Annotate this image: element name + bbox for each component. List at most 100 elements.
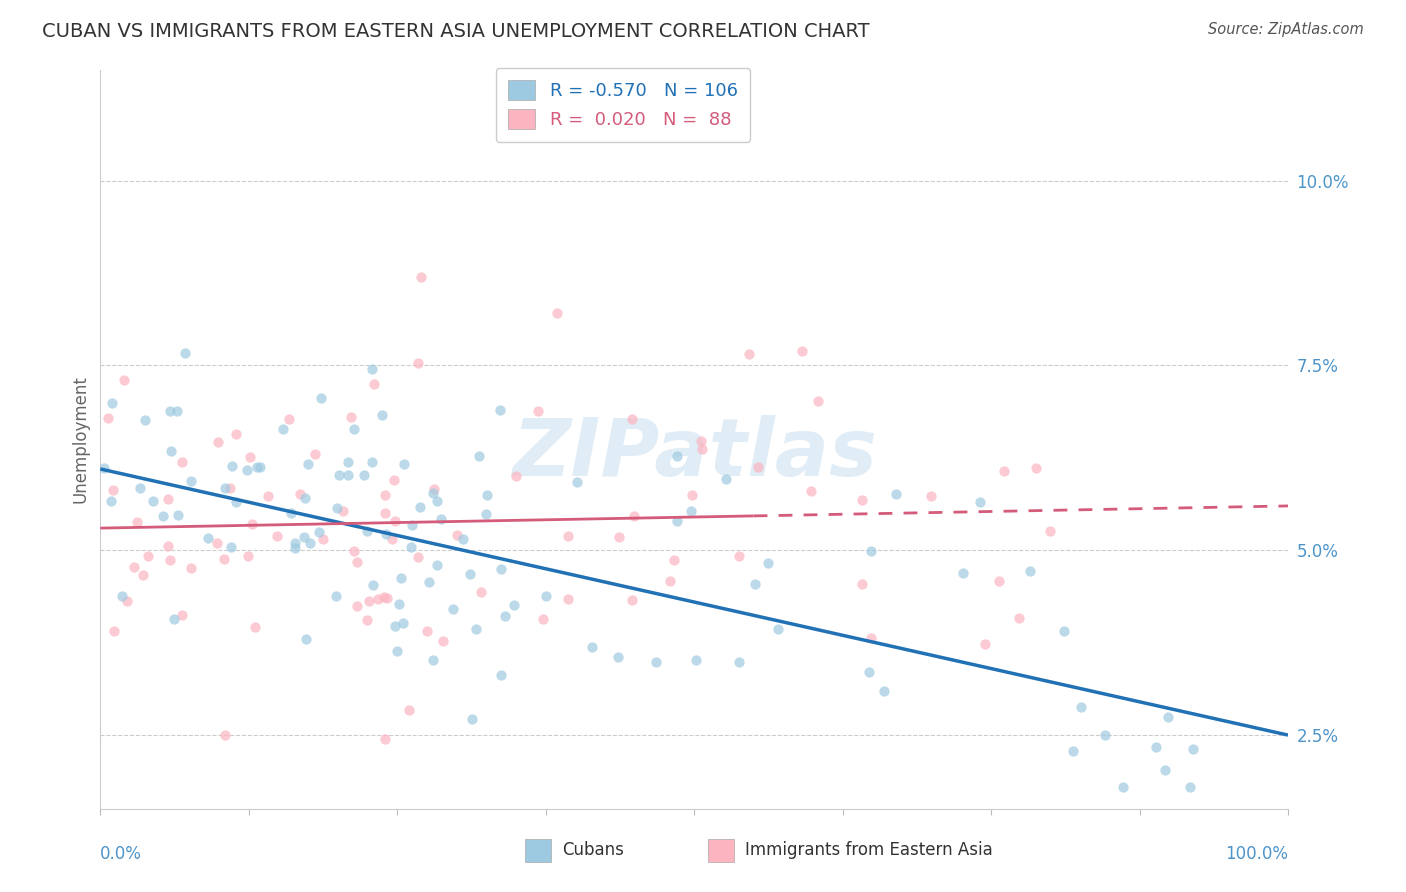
Point: [1039, 524, 1062, 538]
Point: [295, 632, 318, 647]
Point: [468, 449, 491, 463]
Point: [290, 487, 312, 501]
Point: [1025, 461, 1047, 475]
Point: [408, 549, 430, 564]
Point: [860, 544, 883, 558]
Point: [666, 450, 689, 464]
Point: [858, 665, 880, 679]
Point: [623, 509, 645, 524]
Point: [470, 584, 492, 599]
Point: [180, 475, 202, 489]
Point: [163, 612, 186, 626]
Point: [567, 475, 589, 489]
Point: [159, 404, 181, 418]
Point: [142, 493, 165, 508]
Point: [1178, 780, 1201, 794]
Point: [531, 612, 554, 626]
Point: [207, 435, 229, 450]
Point: [304, 447, 326, 461]
Point: [399, 540, 422, 554]
Point: [429, 512, 451, 526]
Point: [392, 458, 415, 472]
Point: [681, 488, 703, 502]
Point: [408, 356, 430, 370]
Point: [340, 409, 363, 424]
Point: [132, 568, 155, 582]
Point: [156, 492, 179, 507]
Point: [214, 481, 236, 495]
Point: [422, 652, 444, 666]
Point: [800, 483, 823, 498]
Point: [361, 578, 384, 592]
Point: [426, 494, 449, 508]
Point: [1053, 624, 1076, 638]
Point: [392, 615, 415, 630]
Point: [205, 535, 228, 549]
Point: [714, 472, 737, 486]
Point: [1181, 741, 1204, 756]
Point: [546, 306, 568, 320]
Point: [312, 533, 335, 547]
Point: [679, 504, 702, 518]
Point: [581, 640, 603, 655]
Point: [872, 684, 894, 698]
Point: [236, 549, 259, 563]
Point: [356, 613, 378, 627]
Point: [851, 577, 873, 591]
Point: [239, 450, 262, 464]
Point: [103, 624, 125, 638]
Point: [160, 444, 183, 458]
Point: [375, 591, 398, 606]
Text: Cubans: Cubans: [562, 841, 624, 859]
Point: [382, 473, 405, 487]
Point: [384, 618, 406, 632]
Point: [974, 637, 997, 651]
Point: [93, 460, 115, 475]
Point: [309, 391, 332, 405]
Point: [361, 362, 384, 376]
Point: [458, 567, 481, 582]
Point: [475, 508, 498, 522]
Point: [332, 504, 354, 518]
Point: [280, 506, 302, 520]
Point: [766, 622, 789, 636]
Point: [607, 530, 630, 544]
Point: [502, 598, 524, 612]
Point: [744, 576, 766, 591]
Point: [325, 589, 347, 603]
Point: [373, 731, 395, 746]
Point: [328, 468, 350, 483]
Point: [557, 592, 579, 607]
Point: [180, 560, 202, 574]
Point: [851, 492, 873, 507]
Point: [432, 633, 454, 648]
Point: [690, 434, 713, 449]
Point: [374, 506, 396, 520]
Point: [409, 500, 432, 514]
Point: [659, 574, 682, 588]
Point: [111, 589, 134, 603]
Point: [112, 373, 135, 387]
Point: [1018, 564, 1040, 578]
Text: CUBAN VS IMMIGRANTS FROM EASTERN ASIA UNEMPLOYMENT CORRELATION CHART: CUBAN VS IMMIGRANTS FROM EASTERN ASIA UN…: [42, 22, 870, 41]
Point: [245, 620, 267, 634]
Point: [284, 541, 307, 556]
Point: [122, 559, 145, 574]
Point: [465, 622, 488, 636]
Point: [249, 460, 271, 475]
Point: [426, 558, 449, 572]
Point: [387, 598, 409, 612]
Point: [756, 557, 779, 571]
Point: [422, 483, 444, 497]
Y-axis label: Unemployment: Unemployment: [72, 376, 89, 503]
Point: [298, 536, 321, 550]
Point: [167, 508, 190, 523]
Point: [790, 343, 813, 358]
Point: [375, 527, 398, 541]
Point: [356, 524, 378, 539]
Point: [807, 393, 830, 408]
Point: [409, 269, 432, 284]
Point: [1070, 700, 1092, 714]
Point: [246, 460, 269, 475]
Point: [859, 631, 882, 645]
